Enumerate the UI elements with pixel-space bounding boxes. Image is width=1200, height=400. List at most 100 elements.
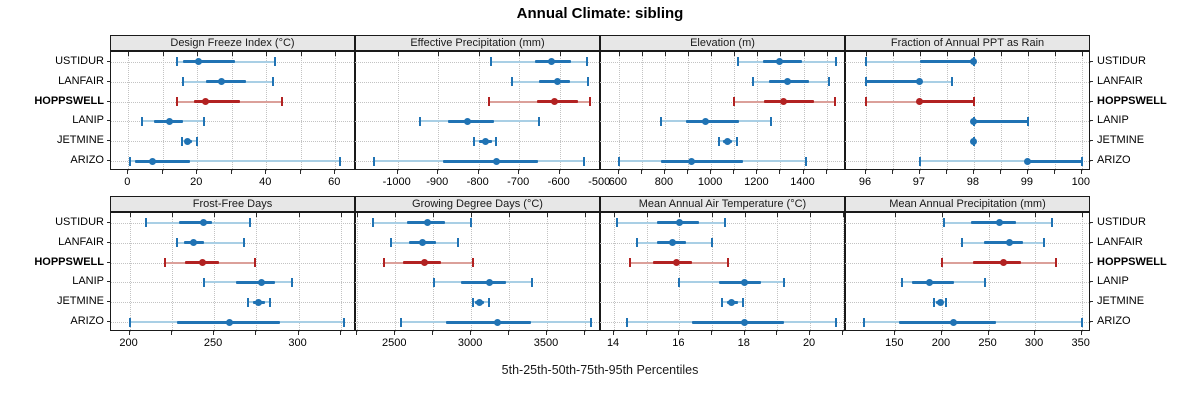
site-label-left: LANFAIR — [58, 235, 104, 248]
axis-tick-label: 97 — [912, 176, 926, 188]
median-dot — [198, 259, 206, 267]
x-tick-bottom — [508, 331, 510, 335]
x-tick-top — [803, 52, 805, 56]
row-gridline — [356, 81, 601, 83]
plot-area — [110, 51, 356, 171]
whisker-cap-high — [835, 317, 838, 327]
iqr-bar — [661, 159, 744, 163]
whisker-cap-low — [372, 156, 375, 166]
whisker-cap-high — [589, 317, 592, 327]
plot-area — [110, 212, 356, 332]
site-label-left: LANIP — [72, 114, 104, 127]
x-tick-bottom — [583, 331, 585, 335]
x-tick-top — [162, 52, 164, 56]
whisker-cap-high — [724, 218, 727, 228]
panel-header: Design Freeze Index (°C) — [110, 35, 355, 51]
x-gridline — [988, 213, 990, 332]
whisker-cap-low — [864, 97, 867, 107]
median-dot — [999, 259, 1007, 267]
x-gridline — [214, 213, 216, 332]
x-tick-top — [641, 52, 643, 56]
row-tick-right — [1090, 261, 1093, 263]
x-tick-top — [646, 213, 648, 217]
whisker-cap-low — [635, 238, 638, 248]
whisker-cap-high — [972, 97, 975, 107]
x-tick-top — [214, 213, 216, 217]
x-gridline — [231, 52, 233, 171]
whisker-cap-low — [918, 156, 921, 166]
x-gridline — [397, 52, 399, 171]
panel-header: Frost-Free Days — [110, 196, 355, 212]
median-dot — [225, 318, 233, 326]
axis-tick-label: 300 — [1024, 337, 1044, 349]
axis-tick-label: 98 — [966, 176, 980, 188]
x-tick-top — [664, 52, 666, 56]
whisker-cap-high — [742, 297, 745, 307]
x-gridline — [438, 52, 440, 171]
x-tick-top — [438, 52, 440, 56]
x-tick-bottom — [864, 170, 866, 174]
x-tick-bottom — [1080, 170, 1082, 174]
x-gridline — [865, 52, 867, 171]
x-tick-top — [266, 52, 268, 56]
x-gridline — [614, 213, 616, 332]
iqr-bar — [446, 320, 532, 324]
x-gridline — [471, 213, 473, 332]
whisker-cap-low — [164, 258, 167, 268]
whisker-cap-high — [1043, 238, 1046, 248]
median-dot — [672, 259, 680, 267]
whisker-cap-low — [864, 77, 867, 87]
median-dot — [494, 318, 502, 326]
x-tick-top — [335, 52, 337, 56]
whisker-cap-low — [372, 218, 375, 228]
axis-tick-label: 0 — [124, 176, 131, 188]
x-gridline — [357, 213, 359, 332]
x-tick-top — [1081, 52, 1083, 56]
x-gridline — [618, 52, 620, 171]
x-tick-top — [614, 213, 616, 217]
row-tick-right — [1090, 321, 1093, 323]
iqr-bar — [718, 280, 762, 284]
whisker-cap-high — [586, 57, 589, 67]
x-gridline — [941, 213, 943, 332]
x-tick-top — [1035, 213, 1037, 217]
whisker-cap-low — [128, 317, 131, 327]
whisker-cap-high — [583, 156, 586, 166]
site-label-right: LANFAIR — [1097, 235, 1143, 248]
whisker-cap-low — [626, 317, 629, 327]
x-gridline — [559, 52, 561, 171]
whisker-cap-high — [530, 277, 533, 287]
whisker-cap-low — [933, 297, 936, 307]
panel-header: Growing Degree Days (°C) — [355, 196, 600, 212]
x-tick-bottom — [940, 331, 942, 335]
x-tick-bottom — [743, 331, 745, 335]
x-gridline — [919, 52, 921, 171]
x-gridline — [757, 52, 759, 171]
whisker-cap-high — [827, 77, 830, 87]
x-tick-bottom — [127, 170, 129, 174]
x-gridline — [664, 52, 666, 171]
chart-caption: 5th-25th-50th-75th-95th Percentiles — [501, 363, 699, 377]
x-gridline — [433, 213, 435, 332]
x-tick-top — [519, 52, 521, 56]
x-tick-bottom — [1053, 170, 1055, 174]
x-tick-bottom — [477, 170, 479, 174]
x-tick-bottom — [663, 170, 665, 174]
whisker-cap-high — [268, 297, 271, 307]
x-tick-top — [584, 213, 586, 217]
whisker-cap-low — [487, 97, 490, 107]
x-gridline — [892, 52, 894, 171]
x-tick-top — [1054, 52, 1056, 56]
x-tick-top — [892, 52, 894, 56]
whisker-cap-low — [145, 218, 148, 228]
x-gridline — [679, 213, 681, 332]
iqr-bar — [764, 100, 814, 104]
row-tick-right — [1090, 100, 1093, 102]
iqr-bar — [685, 119, 739, 123]
site-label-left: USTIDUR — [55, 54, 104, 67]
median-dot — [728, 298, 736, 306]
x-tick-bottom — [645, 331, 647, 335]
x-gridline — [335, 52, 337, 171]
x-gridline — [256, 213, 258, 332]
x-tick-bottom — [972, 170, 974, 174]
